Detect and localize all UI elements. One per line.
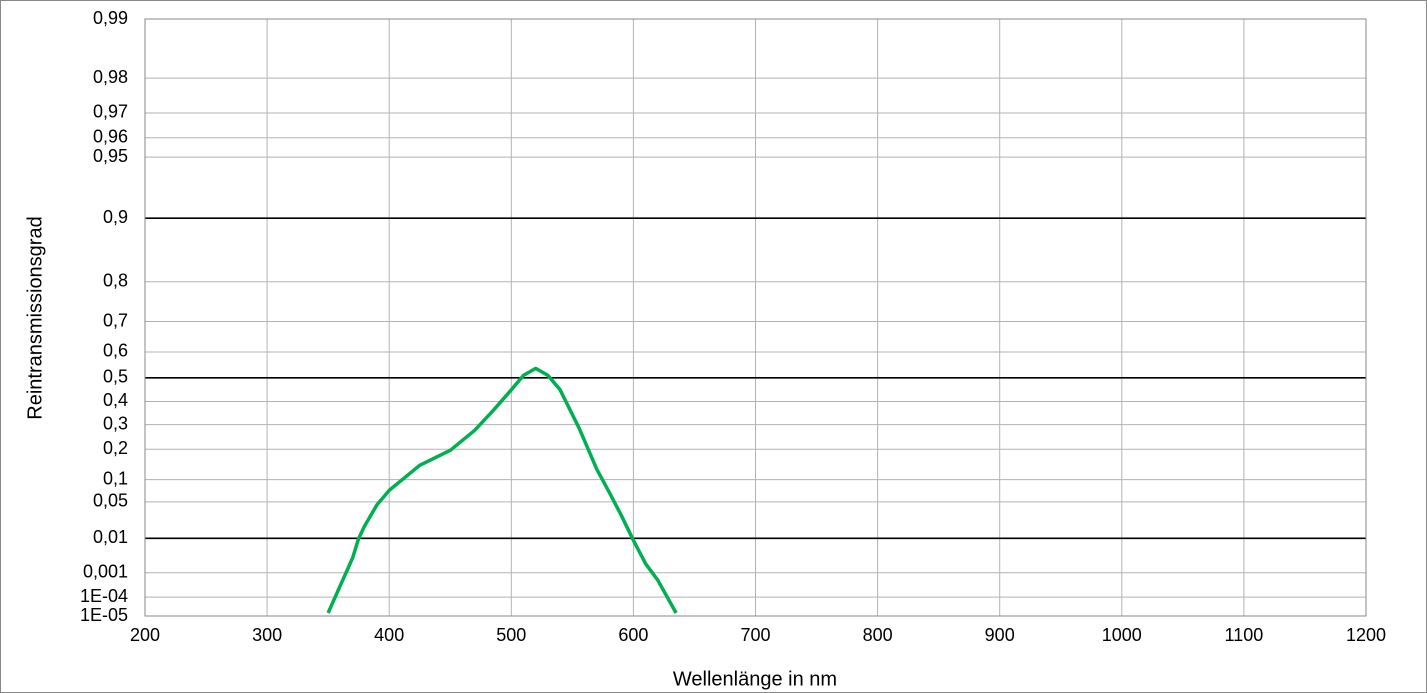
- y-tick-label: 0,1: [103, 468, 128, 488]
- y-tick-label: 1E-04: [80, 586, 128, 606]
- y-tick-label: 0,05: [93, 491, 128, 511]
- y-tick-label: 0,3: [103, 413, 128, 433]
- y-tick-label: 0,97: [93, 102, 128, 122]
- y-tick-label: 0,99: [93, 8, 128, 28]
- x-tick-label: 800: [863, 625, 893, 645]
- x-tick-label: 400: [374, 625, 404, 645]
- y-tick-label: 1E-05: [80, 605, 128, 625]
- y-tick-label: 0,8: [103, 271, 128, 291]
- x-tick-label: 1000: [1102, 625, 1142, 645]
- y-tick-label: 0,2: [103, 438, 128, 458]
- x-tick-label: 1200: [1346, 625, 1386, 645]
- x-axis-title: Wellenlänge in nm: [673, 668, 837, 690]
- x-tick-label: 1100: [1225, 625, 1264, 645]
- y-tick-label: 0,6: [103, 341, 128, 361]
- y-tick-label: 0,5: [103, 367, 128, 387]
- y-tick-label: 0,95: [93, 146, 128, 166]
- x-tick-label: 600: [618, 625, 648, 645]
- x-tick-label: 900: [985, 625, 1015, 645]
- x-tick-label: 500: [496, 625, 526, 645]
- y-axis-title: Reintransmissionsgrad: [24, 216, 46, 419]
- y-tick-label: 0,01: [93, 527, 128, 547]
- plot-border: [144, 18, 1367, 617]
- y-tick-label: 0,98: [93, 67, 128, 87]
- y-tick-label: 0,7: [103, 310, 128, 330]
- y-tick-label: 0,001: [83, 561, 128, 581]
- y-tick-label: 0,9: [103, 207, 128, 227]
- data-line: [326, 366, 678, 614]
- y-tick-label: 0,96: [93, 127, 128, 147]
- x-tick-label: 300: [252, 625, 282, 645]
- y-tick-label: 0,4: [103, 390, 128, 410]
- x-tick-label: 200: [130, 625, 160, 645]
- x-tick-label: 700: [740, 625, 770, 645]
